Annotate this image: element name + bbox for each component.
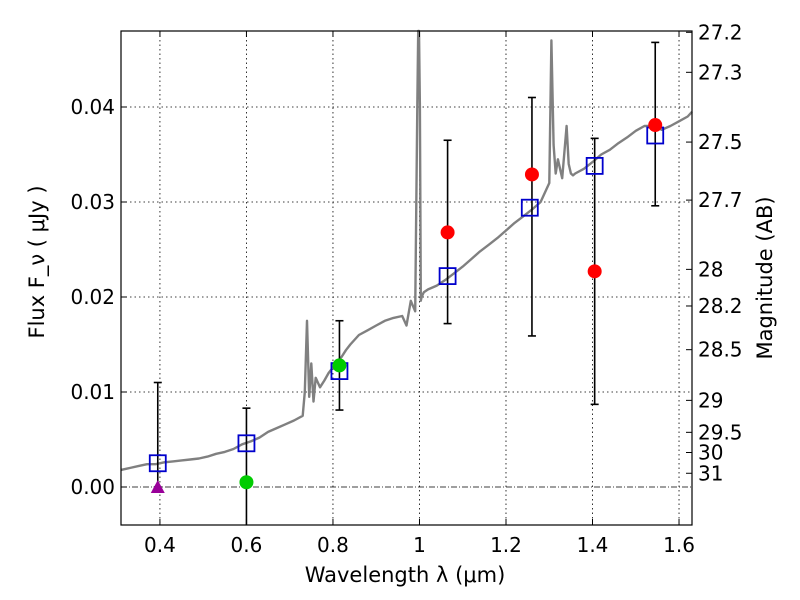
model-square-5	[585, 156, 604, 175]
mag-tick-label-7: 29	[698, 388, 723, 412]
spectrum-layer	[120, 29, 693, 472]
mag-tick-label-10: 31	[698, 461, 723, 485]
x-ticks: 0.4 0.6 0.8 1 1.2 1.4 1.6	[144, 31, 695, 557]
model-square-1	[237, 434, 256, 453]
x-tick-label-6: 1.6	[663, 533, 695, 557]
x-axis-label: Wavelength λ (μm)	[305, 563, 506, 587]
plot-border	[120, 30, 693, 526]
model-spectrum-line	[120, 29, 693, 472]
y-tick-label-0: 0.00	[70, 475, 115, 499]
x-tick-label-5: 1.4	[577, 533, 609, 557]
x-tick-label-1: 0.6	[231, 533, 263, 557]
mag-tick-label-4: 28	[698, 257, 723, 281]
mag-tick-label-1: 27.3	[698, 60, 743, 84]
model-photometry	[148, 126, 665, 473]
model-square-0	[148, 454, 167, 473]
model-square-4	[520, 198, 539, 217]
y-tick-label-4: 0.04	[70, 95, 115, 119]
green-point-1	[332, 358, 347, 373]
y-tick-label-3: 0.03	[70, 190, 115, 214]
x-tick-label-3: 1	[413, 533, 426, 557]
x-tick-label-0: 0.4	[144, 533, 176, 557]
red-point-0	[440, 225, 455, 240]
mag-tick-label-9: 30	[698, 441, 723, 465]
y-tick-label-2: 0.02	[70, 285, 115, 309]
red-point-3	[648, 118, 663, 133]
y-tick-label-1: 0.01	[70, 380, 115, 404]
purple-triangle-point-0	[150, 480, 165, 493]
grid-lines	[121, 31, 692, 525]
error-bars	[153, 41, 660, 525]
x-tick-label-4: 1.2	[490, 533, 522, 557]
mag-tick-label-6: 28.5	[698, 338, 743, 362]
plot-frame	[120, 30, 693, 526]
mag-tick-label-3: 27.7	[698, 188, 743, 212]
y-axis-label: Flux F_ν ( μJy )	[25, 185, 50, 338]
mag-tick-label-8: 29.5	[698, 420, 743, 444]
red-point-1	[524, 167, 539, 182]
y-ticks: 0.00 0.01 0.02 0.03 0.04	[70, 95, 127, 499]
mag-tick-label-2: 27.5	[698, 130, 743, 154]
y2-axis-label: Magnitude (AB)	[753, 196, 777, 359]
green-point-0	[239, 475, 254, 490]
mag-tick-label-0: 27.2	[698, 20, 743, 44]
model-square-3	[438, 267, 457, 286]
x-tick-label-2: 0.8	[317, 533, 349, 557]
data-points	[150, 118, 663, 493]
red-point-2	[587, 264, 602, 279]
mag-tick-label-5: 28.2	[698, 294, 743, 318]
